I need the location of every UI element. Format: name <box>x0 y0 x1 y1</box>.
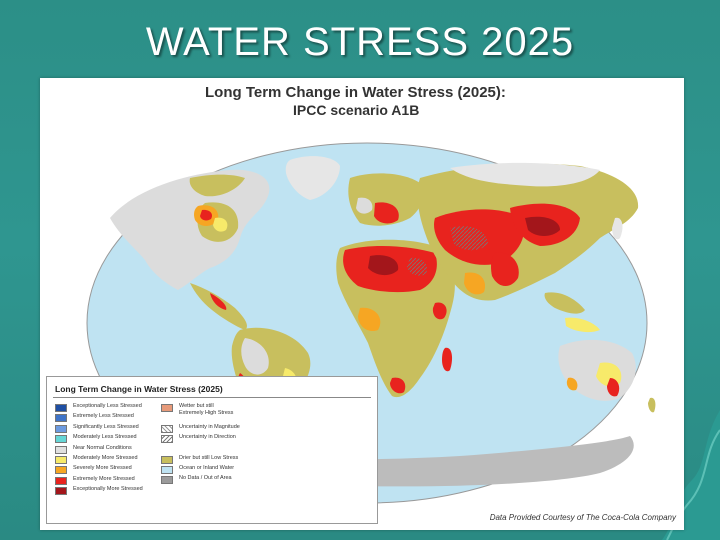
legend-swatch <box>55 424 67 433</box>
legend-swatch <box>55 435 67 444</box>
slide-title: WATER STRESS 2025 <box>145 20 575 64</box>
legend-label: Wetter but still Extremely High Stress <box>179 403 234 416</box>
legend-label: Moderately Less Stressed <box>73 434 137 441</box>
legend-label: Exceptionally Less Stressed <box>73 403 142 409</box>
legend-swatch <box>161 424 173 433</box>
legend-item: Exceptionally Less Stressed <box>55 403 143 413</box>
data-credit: Data Provided Courtesy of The Coca-Cola … <box>489 513 676 522</box>
legend-label: Extremely Less Stressed <box>73 413 134 420</box>
legend-swatch <box>55 466 67 475</box>
legend-label: Near Normal Conditions <box>73 444 132 451</box>
legend-swatch <box>55 445 67 454</box>
legend-swatch <box>55 404 67 412</box>
map-title: Long Term Change in Water Stress (2025): <box>205 84 506 101</box>
legend-title: Long Term Change in Water Stress (2025) <box>55 384 223 394</box>
north-america <box>110 169 270 290</box>
legend-item: Significantly Less Stressed <box>55 424 143 434</box>
legend-item: Wetter but still Extremely High Stress <box>161 403 240 424</box>
legend-swatch <box>161 465 173 474</box>
legend-left-column: Exceptionally Less Stressed Extremely Le… <box>55 403 143 497</box>
legend-swatch <box>55 414 67 423</box>
legend-divider <box>53 397 371 398</box>
legend-label: No Data / Out of Area <box>179 475 232 482</box>
legend-item: Moderately Less Stressed <box>55 434 143 444</box>
legend-label: Uncertainty in Direction <box>179 434 236 441</box>
legend-label: Moderately More Stressed <box>73 454 138 461</box>
legend-item: Moderately More Stressed <box>55 455 143 465</box>
legend-label: Extremely More Stressed <box>73 475 135 482</box>
legend-item: Near Normal Conditions <box>55 445 143 455</box>
legend-right-column: Wetter but still Extremely High Stress U… <box>161 403 240 486</box>
map-subtitle: IPCC scenario A1B <box>293 102 420 118</box>
legend-label: Uncertainty in Magnitude <box>179 423 240 430</box>
legend-item: Exceptionally More Stressed <box>55 486 143 496</box>
legend-item: Extremely Less Stressed <box>55 413 143 423</box>
legend-swatch <box>161 404 173 412</box>
legend-item: Severely More Stressed <box>55 465 143 475</box>
legend-label: Drier but still Low Stress <box>179 454 239 461</box>
legend-swatch <box>161 476 173 485</box>
new-zealand <box>648 397 656 413</box>
madagascar <box>442 347 453 372</box>
legend-label: Exceptionally More Stressed <box>73 486 143 493</box>
legend-swatch <box>55 476 67 485</box>
legend-item: Extremely More Stressed <box>55 476 143 486</box>
legend-item: No Data / Out of Area <box>161 475 240 485</box>
legend-swatch <box>161 455 173 464</box>
greenland <box>285 156 340 200</box>
legend-label: Severely More Stressed <box>73 465 132 472</box>
legend-item: Uncertainty in Magnitude <box>161 424 240 434</box>
southeast-asia <box>544 292 585 314</box>
legend-item: Drier but still Low Stress <box>161 455 240 465</box>
japan <box>612 217 623 240</box>
map-panel: Long Term Change in Water Stress (2025):… <box>40 78 684 530</box>
legend-swatch <box>55 487 67 496</box>
legend-swatch <box>161 435 173 444</box>
legend-swatch <box>55 455 67 464</box>
legend-label: Significantly Less Stressed <box>73 423 139 430</box>
legend-box: Long Term Change in Water Stress (2025) … <box>46 376 378 524</box>
legend-item: Ocean or Inland Water <box>161 465 240 475</box>
legend-item: Uncertainty in Direction <box>161 434 240 444</box>
legend-label: Ocean or Inland Water <box>179 464 235 471</box>
